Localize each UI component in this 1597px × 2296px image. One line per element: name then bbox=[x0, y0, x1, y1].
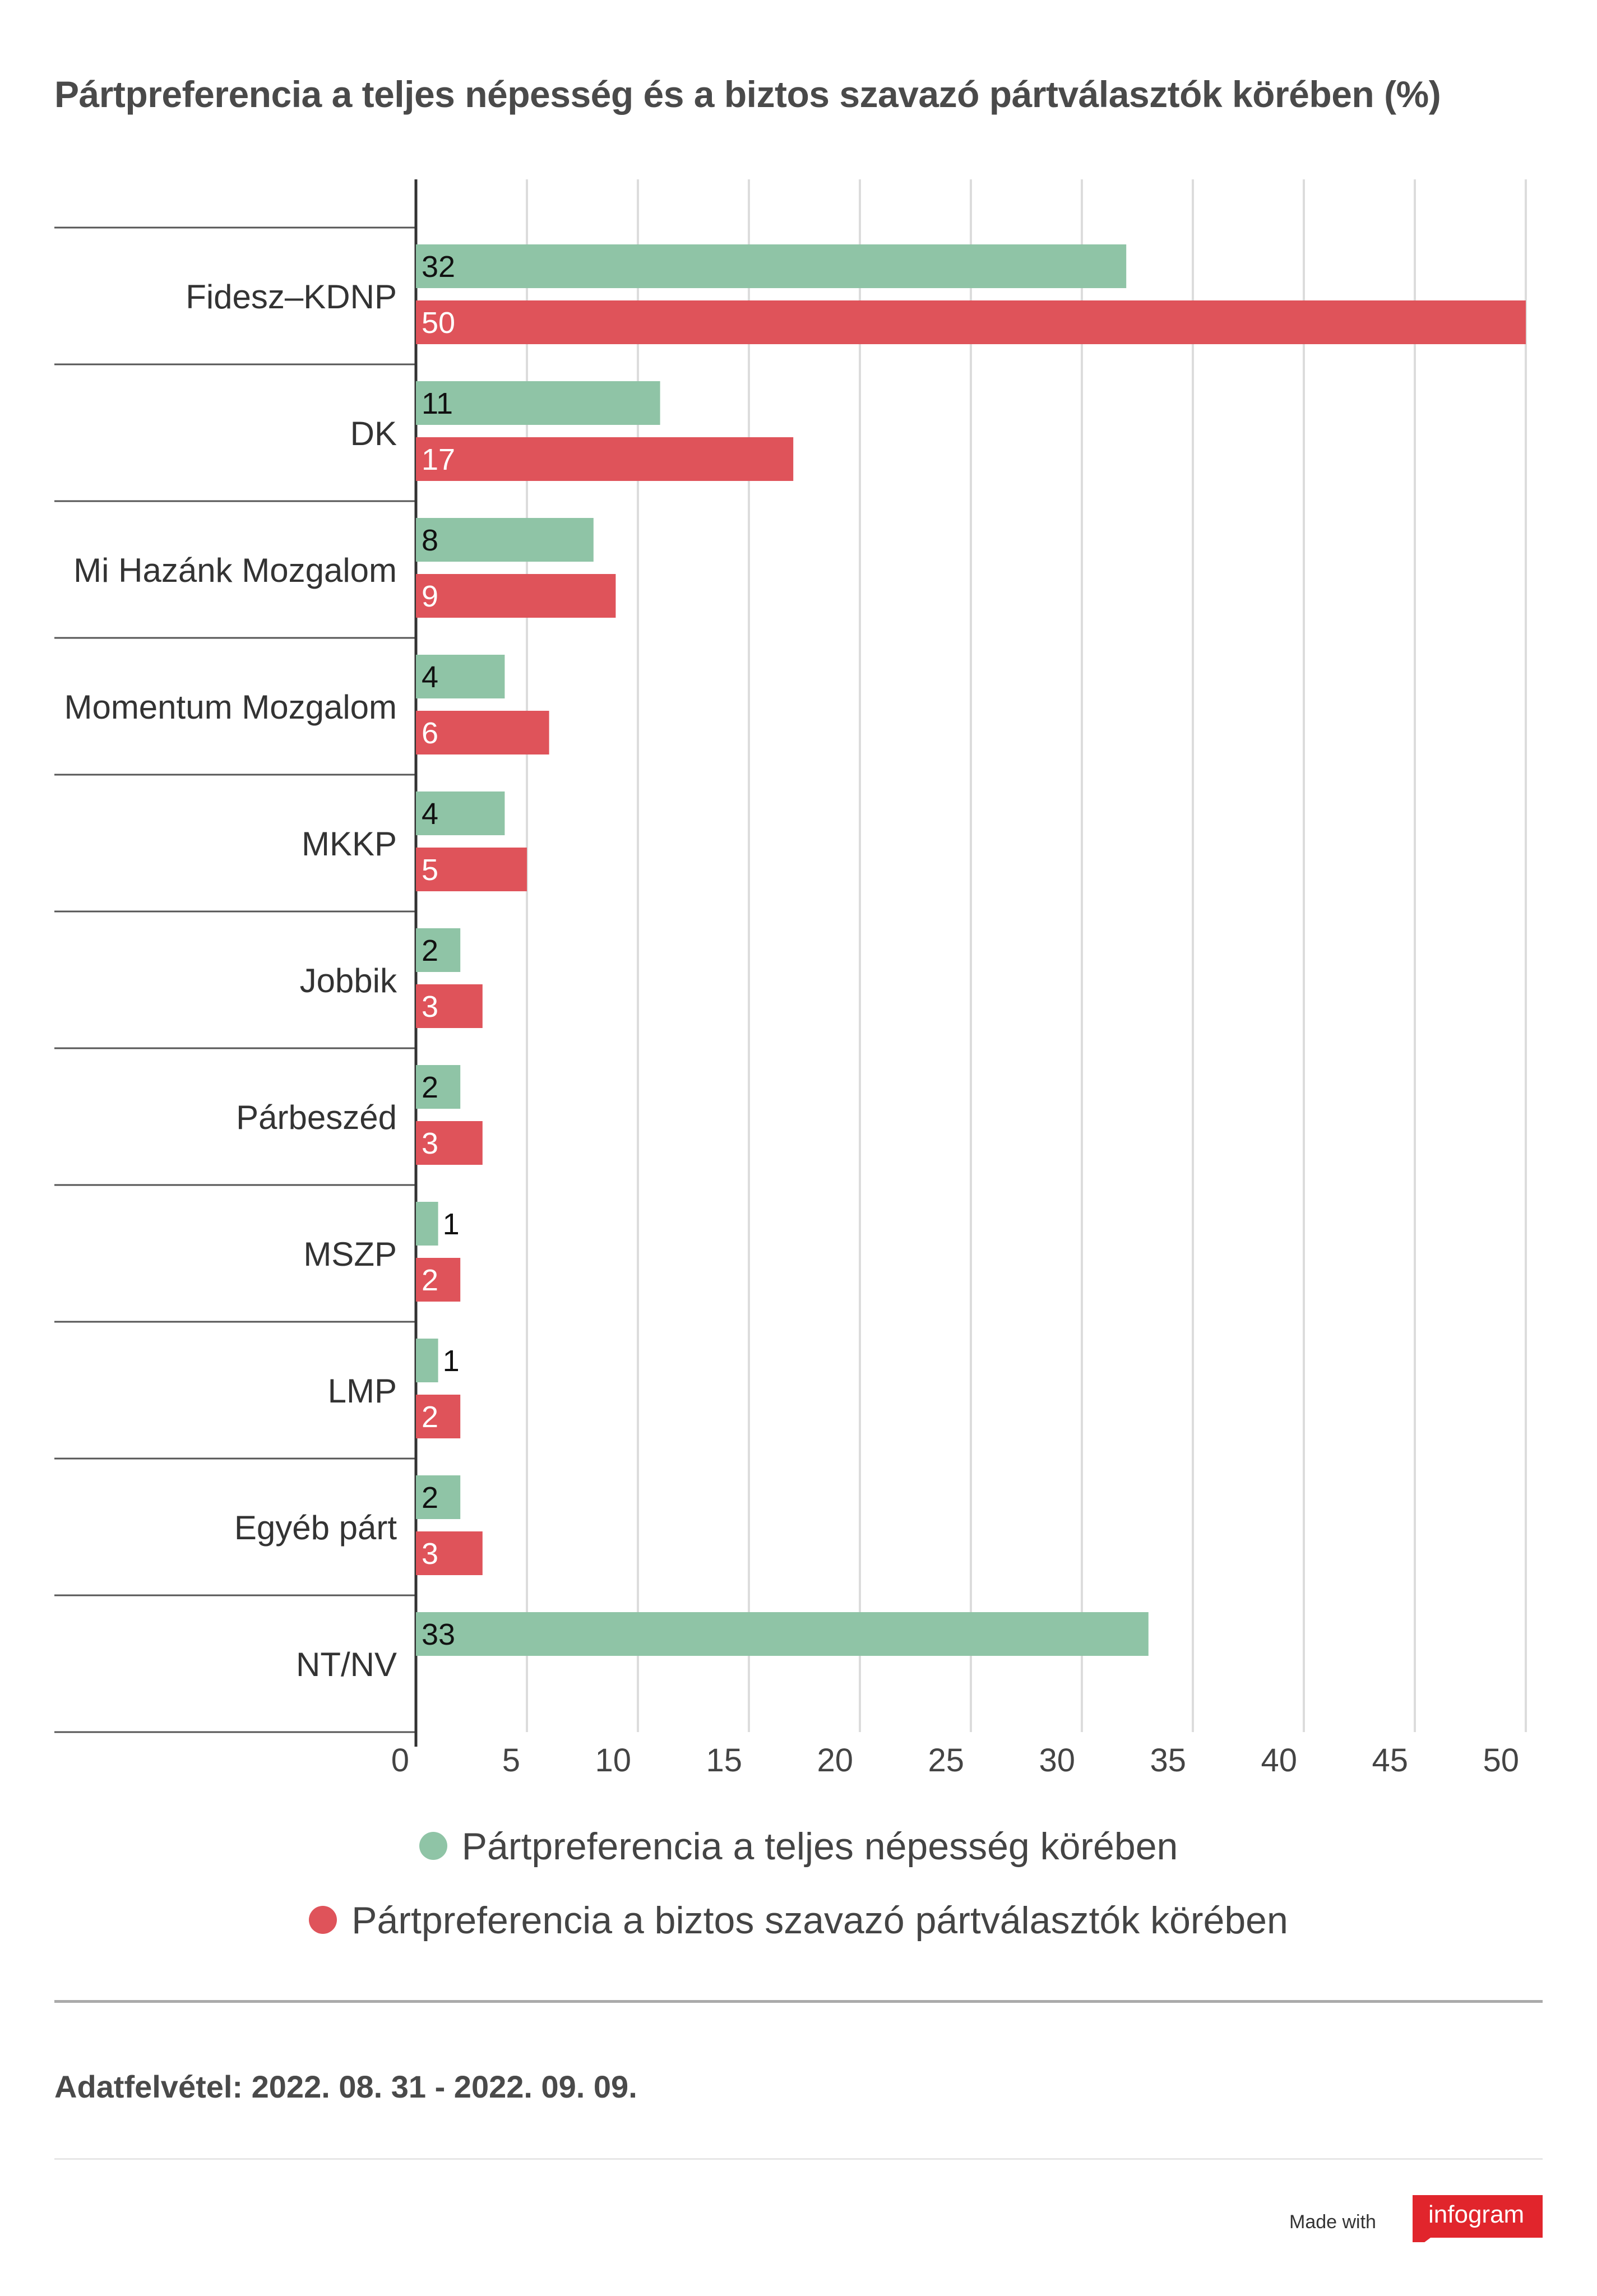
bar-series-2 bbox=[416, 848, 527, 891]
data-label: 17 bbox=[422, 443, 455, 476]
category-label: MSZP bbox=[303, 1235, 397, 1273]
category-label: LMP bbox=[328, 1372, 397, 1410]
category-label: Jobbik bbox=[300, 962, 397, 999]
legend-item-series-2[interactable]: Pártpreferencia a biztos szavazó pártvál… bbox=[0, 1899, 1597, 1942]
data-label: 33 bbox=[422, 1618, 455, 1651]
x-tick-label: 20 bbox=[817, 1742, 853, 1779]
x-tick-label: 50 bbox=[1483, 1742, 1519, 1779]
chart-title: Pártpreferencia a teljes népesség és a b… bbox=[54, 73, 1441, 115]
data-label: 3 bbox=[422, 990, 438, 1024]
data-label: 32 bbox=[422, 250, 455, 284]
bar-series-2 bbox=[416, 1531, 483, 1575]
footnote: Adatfelvétel: 2022. 08. 31 - 2022. 09. 0… bbox=[54, 2069, 637, 2104]
bar-series-1 bbox=[416, 1612, 1149, 1656]
bar-series-2 bbox=[416, 1121, 483, 1165]
x-tick-label: 15 bbox=[706, 1742, 742, 1779]
x-tick-label: 25 bbox=[928, 1742, 964, 1779]
infogram-logo-icon[interactable] bbox=[1390, 2195, 1543, 2242]
bar-series-2 bbox=[416, 1258, 461, 1302]
bar-series-1 bbox=[416, 1202, 438, 1246]
bar-series-2 bbox=[416, 437, 794, 481]
bar-series-1 bbox=[416, 1065, 461, 1109]
x-tick-label: 5 bbox=[502, 1742, 520, 1779]
bar-series-1 bbox=[416, 518, 594, 562]
category-label: MKKP bbox=[302, 825, 397, 863]
data-label: 1 bbox=[443, 1207, 460, 1241]
data-label: 2 bbox=[422, 1400, 438, 1434]
data-label: 1 bbox=[443, 1344, 460, 1378]
data-label: 3 bbox=[422, 1127, 438, 1160]
data-label: 6 bbox=[422, 716, 438, 750]
data-label: 9 bbox=[422, 580, 438, 613]
x-tick-label: 10 bbox=[595, 1742, 631, 1779]
data-label: 4 bbox=[422, 797, 438, 831]
bar-series-1 bbox=[416, 244, 1127, 288]
category-label: Egyéb párt bbox=[234, 1509, 397, 1547]
x-tick-label: 35 bbox=[1150, 1742, 1186, 1779]
legend-item-series-1[interactable]: Pártpreferencia a teljes népesség körébe… bbox=[0, 1825, 1597, 1868]
legend-marker-series-1 bbox=[419, 1832, 447, 1860]
data-label: 3 bbox=[422, 1537, 438, 1571]
bar-series-2 bbox=[416, 574, 616, 618]
bar-series-1 bbox=[416, 655, 505, 698]
bar-series-2 bbox=[416, 984, 483, 1028]
data-label: 2 bbox=[422, 1071, 438, 1104]
bar-series-2 bbox=[416, 1395, 461, 1438]
x-axis-ticks: 0 5 10 15 20 25 30 35 40 45 50 bbox=[391, 1742, 1519, 1779]
bar-series-2 bbox=[416, 300, 1526, 344]
bar-series-1 bbox=[416, 1475, 461, 1519]
data-label: 11 bbox=[422, 387, 453, 420]
divider bbox=[54, 2000, 1543, 2003]
x-tick-label: 30 bbox=[1039, 1742, 1075, 1779]
category-labels: Fidesz–KDNP DK Mi Hazánk Mozgalom Momentum … bbox=[64, 278, 397, 1683]
divider bbox=[54, 2158, 1543, 2160]
x-tick-label: 40 bbox=[1261, 1742, 1297, 1779]
category-label: Fidesz–KDNP bbox=[186, 278, 397, 316]
bar-series-1 bbox=[416, 381, 660, 425]
data-label: 4 bbox=[422, 660, 438, 694]
bar-series-1 bbox=[416, 791, 505, 835]
data-label: 2 bbox=[422, 1263, 438, 1297]
bar-series-2 bbox=[416, 711, 549, 754]
category-label: DK bbox=[350, 415, 397, 452]
x-tick-label: 45 bbox=[1372, 1742, 1408, 1779]
category-label: Mi Hazánk Mozgalom bbox=[73, 552, 397, 589]
category-label: Párbeszéd bbox=[236, 1099, 397, 1136]
legend-label-series-1: Pártpreferencia a teljes népesség körébe… bbox=[461, 1825, 1178, 1868]
legend-label-series-2: Pártpreferencia a biztos szavazó pártvál… bbox=[351, 1899, 1288, 1942]
category-label: Momentum Mozgalom bbox=[64, 688, 397, 726]
category-label: NT/NV bbox=[296, 1646, 397, 1683]
x-tick-label: 0 bbox=[391, 1742, 409, 1779]
bar-series-1 bbox=[416, 1339, 438, 1382]
data-label: 2 bbox=[422, 1481, 438, 1515]
data-label: 5 bbox=[422, 853, 438, 887]
legend-marker-series-2 bbox=[309, 1906, 337, 1934]
bar-series-1 bbox=[416, 928, 461, 972]
made-with-text: Made with bbox=[1289, 2211, 1376, 2233]
brand-name[interactable]: infogram bbox=[1428, 2201, 1525, 2228]
data-label: 8 bbox=[422, 524, 438, 557]
data-label: 50 bbox=[422, 306, 455, 340]
data-label: 2 bbox=[422, 934, 438, 968]
